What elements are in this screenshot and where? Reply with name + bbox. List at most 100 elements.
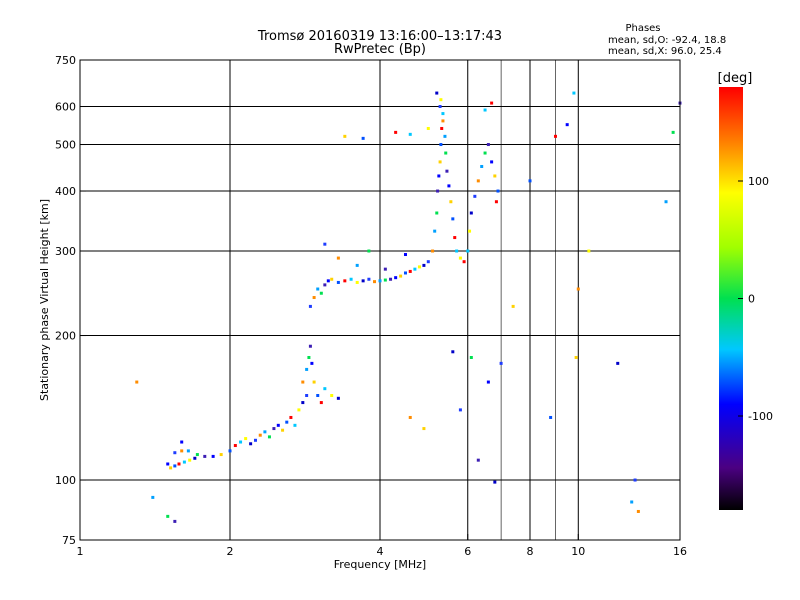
data-point	[182, 460, 186, 464]
data-point	[166, 514, 170, 518]
data-point	[413, 267, 417, 271]
data-point	[490, 101, 494, 105]
data-point	[249, 442, 253, 446]
data-point	[378, 279, 382, 283]
data-point	[528, 179, 532, 183]
data-point	[180, 449, 184, 453]
data-point	[499, 361, 503, 365]
x-tick-label: 1	[77, 545, 84, 558]
phases-x-line: mean, sd,X: 96.0, 25.4	[608, 46, 722, 57]
data-point	[319, 401, 323, 405]
data-point	[633, 478, 637, 482]
data-point	[455, 249, 459, 253]
data-point	[343, 134, 347, 138]
y-tick-label: 750	[55, 54, 76, 67]
data-point	[439, 143, 443, 147]
data-point	[289, 415, 293, 419]
data-point	[297, 408, 301, 412]
data-point	[441, 119, 445, 123]
colorbar-ticks: 100 0 -100	[738, 175, 773, 423]
grid	[80, 60, 680, 540]
colorbar-tick-label: -100	[748, 410, 773, 423]
data-point	[188, 458, 192, 462]
colorbar-tick-label: 100	[748, 175, 769, 188]
data-point	[439, 98, 443, 102]
scatter-points	[135, 91, 682, 523]
data-point	[399, 274, 403, 278]
data-point	[426, 260, 430, 264]
data-point	[664, 200, 668, 204]
data-point	[373, 280, 377, 284]
chart-subtitle: RwPretec (Bp)	[334, 42, 426, 57]
data-point	[466, 249, 470, 253]
x-tick-label: 8	[527, 545, 534, 558]
data-point	[330, 394, 334, 398]
data-point	[312, 380, 316, 384]
data-point	[433, 229, 437, 233]
data-point	[211, 454, 215, 458]
data-point	[473, 194, 477, 198]
data-point	[316, 287, 320, 291]
data-point	[355, 263, 359, 267]
data-point	[272, 427, 276, 431]
data-point	[403, 253, 407, 257]
data-point	[435, 91, 439, 95]
data-point	[319, 291, 323, 295]
data-point	[447, 184, 451, 188]
data-point	[186, 449, 190, 453]
data-point	[308, 304, 312, 308]
data-point	[483, 108, 487, 112]
y-axis-label: Stationary phase Virtual Height [km]	[38, 199, 51, 401]
data-point	[343, 279, 347, 283]
data-point	[671, 130, 675, 134]
data-point	[453, 236, 457, 240]
data-point	[361, 279, 365, 283]
data-point	[173, 519, 177, 523]
data-point	[166, 462, 170, 466]
data-point	[616, 361, 620, 365]
data-point	[361, 136, 365, 140]
data-point	[330, 277, 334, 281]
data-point	[308, 344, 312, 348]
data-point	[193, 456, 197, 460]
data-point	[483, 151, 487, 155]
data-point	[417, 265, 421, 269]
data-point	[408, 415, 412, 419]
data-point	[486, 380, 490, 384]
chart-title: Tromsø 20160319 13:16:00–13:17:43	[257, 29, 502, 44]
data-point	[203, 454, 207, 458]
data-point	[355, 280, 359, 284]
y-tick-label: 500	[55, 139, 76, 152]
data-point	[438, 105, 442, 109]
data-point	[630, 500, 634, 504]
data-point	[253, 438, 257, 442]
data-point	[285, 420, 289, 424]
data-point	[135, 380, 139, 384]
data-point	[367, 249, 371, 253]
y-tick-label: 200	[55, 330, 76, 343]
colorbar-tick-label: 0	[748, 293, 755, 306]
data-point	[323, 242, 327, 246]
x-tick-label: 4	[377, 545, 384, 558]
data-point	[336, 256, 340, 260]
data-point	[310, 361, 314, 365]
data-point	[435, 211, 439, 215]
data-point	[258, 433, 262, 437]
data-point	[572, 91, 576, 95]
data-point	[394, 276, 398, 280]
data-point	[441, 112, 445, 116]
data-point	[469, 355, 473, 359]
y-tick-label: 75	[62, 534, 76, 547]
data-point	[326, 279, 330, 283]
data-point	[565, 123, 569, 127]
data-point	[367, 277, 371, 281]
data-point	[444, 151, 448, 155]
data-point	[553, 134, 557, 138]
phases-o-line: mean, sd,O: -92.4, 18.8	[608, 35, 726, 46]
data-point	[511, 304, 515, 308]
data-point	[169, 466, 173, 470]
data-point	[301, 401, 305, 405]
y-tick-label: 400	[55, 185, 76, 198]
data-point	[451, 217, 455, 221]
